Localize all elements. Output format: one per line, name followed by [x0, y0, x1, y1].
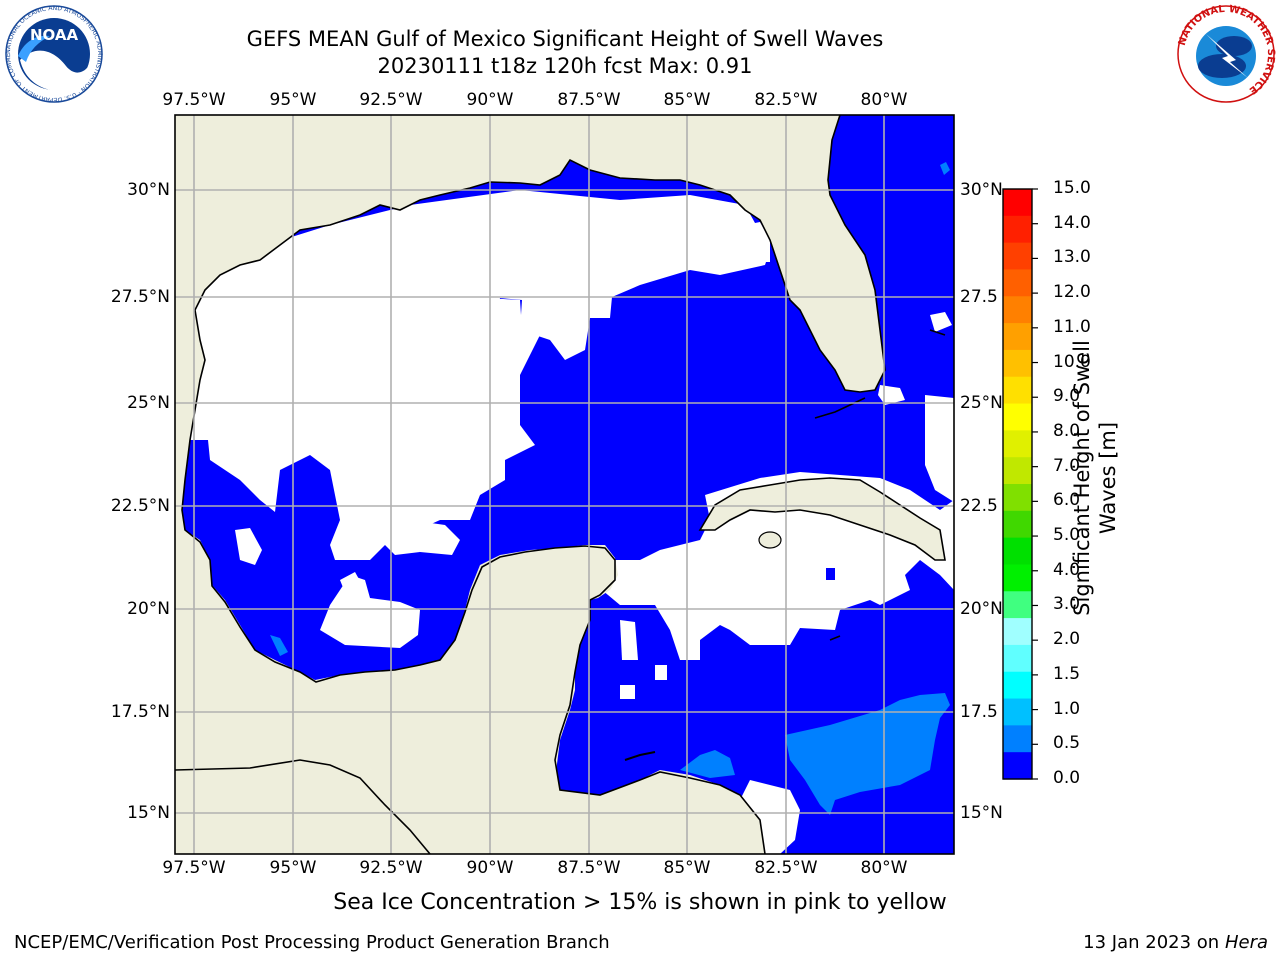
- colorbar-tick-label: 15.0: [1053, 178, 1091, 198]
- colorbar-segment: [1003, 484, 1032, 512]
- lat-label-left: 17.5°N: [110, 702, 170, 722]
- colorbar-tick-label: 2.0: [1053, 629, 1081, 650]
- lat-label-left: 27.5°N: [110, 287, 170, 307]
- colorbar-segment: [1003, 403, 1032, 431]
- colorbar-segment: [1003, 215, 1032, 244]
- lat-label-right: 27.5: [960, 287, 998, 307]
- lon-label-bottom: 92.5°W: [359, 858, 423, 878]
- colorbar-tick-label: 0.0: [1053, 768, 1081, 788]
- lon-label-bottom: 87.5°W: [557, 858, 621, 878]
- lat-label-left: 22.5°N: [110, 496, 170, 516]
- colorbar-tick-label: 8.0: [1053, 420, 1081, 441]
- lon-label-top: 90°W: [466, 90, 514, 110]
- lon-label-bottom: 82.5°W: [754, 858, 818, 878]
- colorbar-segment: [1003, 189, 1032, 217]
- lat-label-right: 30°N: [960, 180, 1003, 200]
- colorbar-tick-label: 10.0: [1053, 351, 1091, 372]
- lat-label-right: 15°N: [960, 803, 1003, 823]
- colorbar-segment: [1003, 376, 1032, 405]
- colorbar-segment: [1003, 752, 1032, 780]
- lat-label-left: 30°N: [127, 180, 170, 200]
- colorbar-tick-label: 4.0: [1053, 559, 1081, 580]
- lon-label-top: 82.5°W: [754, 90, 818, 110]
- colorbar-tick-label: 0.5: [1053, 733, 1081, 754]
- lon-label-bottom: 90°W: [466, 858, 514, 878]
- colorbar-segment: [1003, 510, 1032, 539]
- lon-label-top: 80°W: [860, 90, 908, 110]
- colorbar-tick-label: 1.5: [1053, 663, 1081, 684]
- footer-date-text: 13 Jan 2023 on: [1083, 932, 1225, 953]
- gridlines: [175, 115, 954, 854]
- colorbar-tick-label: 12.0: [1053, 282, 1091, 303]
- nws-logo: NATIONAL WEATHER SERVICE: [1177, 4, 1276, 103]
- lat-label-right: 22.5: [960, 496, 998, 516]
- colorbar-segment: [1003, 269, 1032, 297]
- lon-label-bottom: 80°W: [860, 858, 908, 878]
- colorbar-segment: [1003, 671, 1032, 700]
- lat-label-right: 20°N: [960, 599, 1003, 619]
- colorbar-segment: [1003, 564, 1032, 592]
- colorbar-segment: [1003, 457, 1032, 485]
- swell-0.5-band-caribbean: [785, 693, 950, 815]
- lon-label-bottom: 85°W: [663, 858, 711, 878]
- colorbar-segment: [1003, 618, 1032, 646]
- colorbar-segment: [1003, 725, 1032, 753]
- colorbar-tick-label: 9.0: [1053, 386, 1081, 407]
- colorbar-segment: [1003, 349, 1032, 378]
- footer-host: Hera: [1224, 932, 1268, 953]
- colorbar-segment: [1003, 591, 1032, 619]
- lon-label-top: 85°W: [663, 90, 711, 110]
- chart-title: GEFS MEAN Gulf of Mexico Significant Hei…: [246, 27, 884, 51]
- colorbar-segment: [1003, 323, 1032, 351]
- colorbar-tick-label: 3.0: [1053, 594, 1081, 615]
- noaa-logo: NATIONAL OCEANIC AND ATMOSPHERIC ADMINIS…: [4, 4, 103, 103]
- map-frame: [174, 114, 955, 855]
- footer-credit: NCEP/EMC/Verification Post Processing Pr…: [14, 932, 610, 953]
- colorbar-label: Significant Height of Swell Waves [m]: [1070, 340, 1120, 616]
- white-region-north-gulf: [190, 190, 770, 560]
- lon-label-bottom: 95°W: [269, 858, 317, 878]
- lon-label-top: 87.5°W: [557, 90, 621, 110]
- lon-label-top: 97.5°W: [162, 90, 226, 110]
- lat-label-left: 20°N: [127, 599, 170, 619]
- colorbar-segment: [1003, 644, 1032, 673]
- colorbar-tick-label: 14.0: [1053, 212, 1091, 233]
- colorbar-segment: [1003, 242, 1032, 271]
- lon-label-top: 95°W: [269, 90, 317, 110]
- lat-label-left: 25°N: [127, 393, 170, 413]
- sea-ice-note: Sea Ice Concentration > 15% is shown in …: [333, 890, 947, 915]
- chart-subtitle: 20230111 t18z 120h fcst Max: 0.91: [377, 54, 753, 78]
- colorbar-tick-label: 1.0: [1053, 698, 1081, 719]
- noaa-logo-text: NOAA: [30, 26, 79, 44]
- colorbar-tick-label: 11.0: [1053, 316, 1091, 337]
- lat-label-right: 17.5: [960, 702, 998, 722]
- colorbar-segment: [1003, 296, 1032, 324]
- coastlines: [175, 115, 946, 854]
- colorbar-tick-label: 5.0: [1053, 525, 1081, 546]
- lon-label-top: 92.5°W: [359, 90, 423, 110]
- footer-date: 13 Jan 2023 on Hera: [1083, 932, 1268, 953]
- colorbar-segment: [1003, 430, 1032, 458]
- lon-label-bottom: 97.5°W: [162, 858, 226, 878]
- colorbar-segment: [1003, 537, 1032, 566]
- colorbar: [1003, 188, 1038, 780]
- lat-label-right: 25°N: [960, 393, 1003, 413]
- colorbar-tick-label: 7.0: [1053, 455, 1081, 476]
- colorbar-tick-label: 13.0: [1053, 247, 1091, 268]
- colorbar-frame: [1002, 188, 1033, 780]
- colorbar-tick-label: 6.0: [1053, 490, 1081, 511]
- lat-label-left: 15°N: [127, 803, 170, 823]
- colorbar-segment: [1003, 698, 1032, 726]
